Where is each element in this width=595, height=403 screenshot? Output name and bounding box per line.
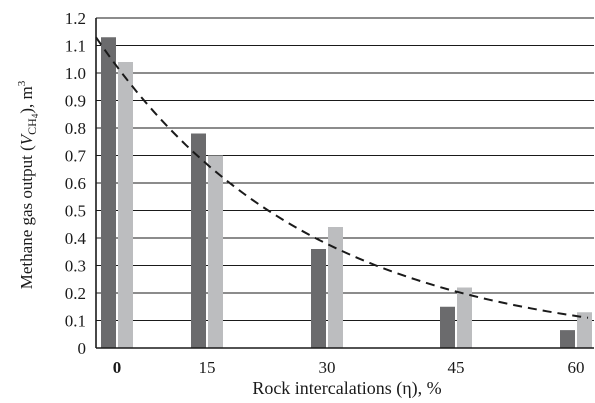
axes [95, 18, 594, 349]
x-axis-label: Rock intercalations (η), % [252, 378, 441, 399]
y-tick-label: 1.0 [65, 64, 86, 83]
y-tick-label: 0.6 [65, 174, 86, 193]
bar-series1-0 [101, 37, 116, 348]
y-axis-label-sub1: CH [25, 118, 39, 135]
y-axis-label-prefix: Methane gas output ( [17, 145, 36, 289]
bar-series2-0 [118, 62, 133, 348]
x-tick-label: 15 [199, 358, 216, 377]
bar-series2-15 [208, 155, 223, 348]
y-axis-label-sub2: 4 [30, 113, 40, 118]
y-tick-label: 0.8 [65, 119, 86, 138]
x-tick-label: 30 [319, 358, 336, 377]
bar-series2-45 [457, 287, 472, 348]
y-tick-label: 0.5 [65, 202, 86, 221]
trendline [95, 36, 589, 319]
y-tick-label: 0.3 [65, 257, 86, 276]
bar-series1-45 [440, 306, 455, 348]
y-tick-label: 0.1 [65, 312, 86, 331]
x-tick-labels: 0 15 30 45 60 [113, 358, 585, 377]
y-axis-label: Methane gas output (VCH4), m3 [16, 80, 40, 289]
x-tick-label: 45 [448, 358, 465, 377]
y-tick-label: 0.2 [65, 284, 86, 303]
y-tick-label: 0.9 [65, 92, 86, 111]
bar-series1-30 [311, 249, 326, 348]
gridlines [96, 17, 594, 349]
bar-series1-15 [191, 133, 206, 348]
y-tick-labels: 0 0.1 0.2 0.3 0.4 0.5 0.6 0.7 0.8 0.9 1.0 1.1 1.2 [65, 9, 87, 358]
y-tick-label: 1.2 [65, 9, 86, 28]
y-tick-label: 0 [78, 339, 87, 358]
y-tick-label: 0.7 [65, 147, 87, 166]
bar-series1-60 [560, 330, 575, 348]
x-tick-label: 0 [113, 358, 122, 377]
y-axis-label-sup: 3 [16, 80, 28, 86]
y-tick-label: 1.1 [65, 37, 86, 56]
x-tick-label: 60 [568, 358, 585, 377]
bars [101, 37, 592, 348]
y-tick-label: 0.4 [65, 229, 87, 248]
bar-series2-60 [577, 312, 592, 348]
bar-series2-30 [328, 227, 343, 348]
y-axis-label-var: V [17, 132, 36, 145]
y-axis-label-close: ), m [17, 86, 36, 113]
